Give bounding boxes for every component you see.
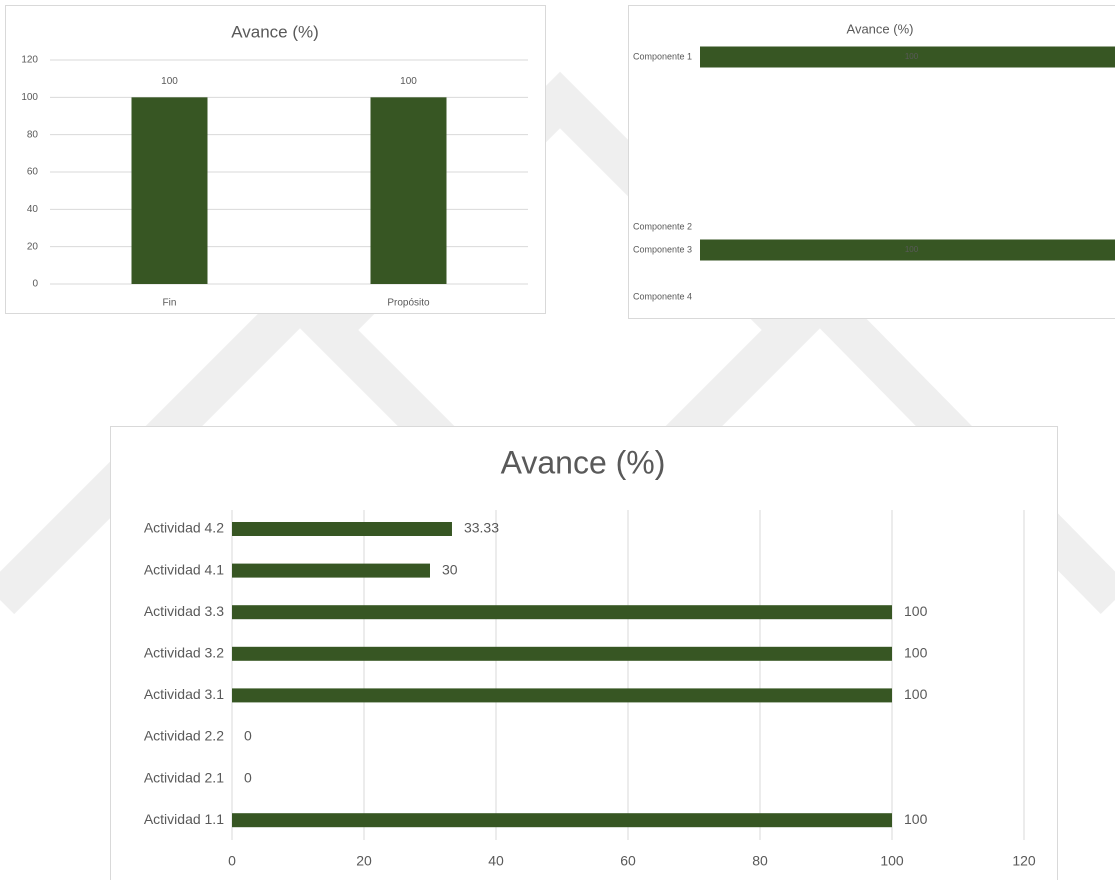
data-label: 100 xyxy=(904,686,928,702)
bar xyxy=(370,97,447,284)
bar xyxy=(232,688,892,703)
bar xyxy=(232,646,892,661)
x-tick-label: Propósito xyxy=(387,298,430,309)
y-tick-label: Componente 3 xyxy=(633,244,692,254)
y-tick-label: 120 xyxy=(21,55,38,66)
bar xyxy=(700,46,1115,68)
x-tick-label: Fin xyxy=(163,298,177,309)
y-tick-label: Componente 1 xyxy=(633,51,692,61)
data-label: 30 xyxy=(442,561,458,577)
bar xyxy=(232,563,430,578)
x-tick-label: 40 xyxy=(488,853,504,869)
x-tick-label: 60 xyxy=(620,853,636,869)
y-tick-label: 80 xyxy=(27,129,39,140)
bar xyxy=(232,813,892,828)
y-tick-label: 40 xyxy=(27,204,39,215)
y-tick-label: Componente 2 xyxy=(633,221,692,231)
y-tick-label: 60 xyxy=(27,167,39,178)
chart-title: Avance (%) xyxy=(501,444,666,480)
chart-title: Avance (%) xyxy=(847,21,914,36)
data-label: 100 xyxy=(161,76,178,87)
x-tick-label: 100 xyxy=(880,853,904,869)
y-tick-label: Componente 4 xyxy=(633,291,692,301)
y-tick-label: 20 xyxy=(27,241,39,252)
y-tick-label: Actividad 4.2 xyxy=(144,520,224,536)
y-tick-label: Actividad 3.2 xyxy=(144,645,224,661)
y-tick-label: Actividad 4.1 xyxy=(144,561,224,577)
x-tick-label: 20 xyxy=(356,853,372,869)
data-label: 0 xyxy=(244,769,252,785)
bar xyxy=(232,605,892,620)
chart-frame xyxy=(5,5,546,314)
data-label: 100 xyxy=(905,52,919,61)
x-tick-label: 120 xyxy=(1012,853,1036,869)
x-tick-label: 80 xyxy=(752,853,768,869)
data-label: 100 xyxy=(400,76,417,87)
x-tick-label: 0 xyxy=(228,853,236,869)
bar xyxy=(131,97,208,284)
bar xyxy=(232,522,452,536)
y-tick-label: Actividad 2.2 xyxy=(144,728,224,744)
chart-title: Avance (%) xyxy=(231,22,319,41)
data-label: 0 xyxy=(244,728,252,744)
data-label: 100 xyxy=(905,245,919,254)
data-label: 100 xyxy=(904,603,928,619)
y-tick-label: Actividad 1.1 xyxy=(144,811,224,827)
bar xyxy=(700,239,1115,261)
data-label: 100 xyxy=(904,811,928,827)
y-tick-label: 0 xyxy=(32,279,38,290)
y-tick-label: Actividad 3.3 xyxy=(144,603,224,619)
y-tick-label: 100 xyxy=(21,92,38,103)
y-tick-label: Actividad 2.1 xyxy=(144,769,224,785)
data-label: 33.33 xyxy=(464,520,499,536)
y-tick-label: Actividad 3.1 xyxy=(144,686,224,702)
data-label: 100 xyxy=(904,645,928,661)
